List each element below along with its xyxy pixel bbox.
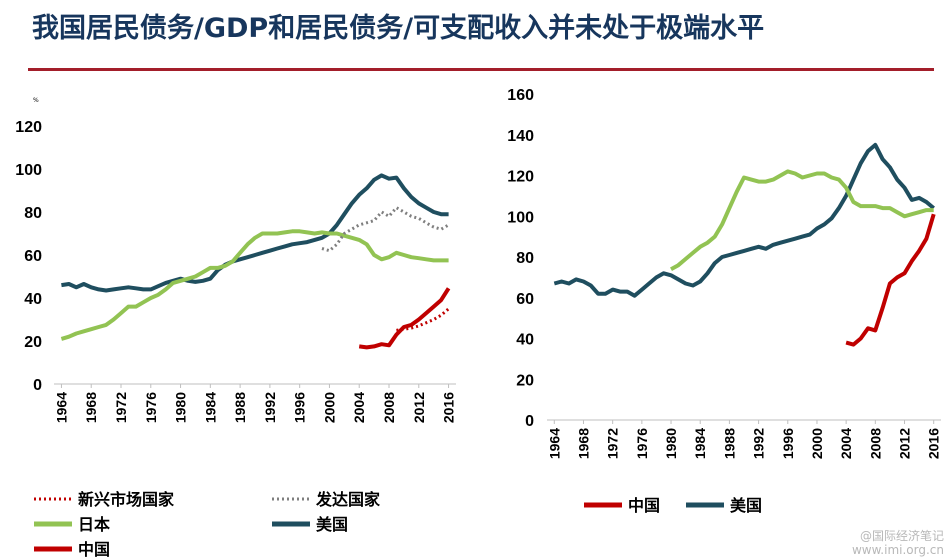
legend-label-中国: 中国 <box>78 540 110 559</box>
y-tick-label: 120 <box>507 169 534 186</box>
watermark-url: www.imi.org.cn <box>851 543 944 557</box>
series-line-日本 <box>60 229 449 341</box>
x-tick-label: 2004 <box>838 428 854 459</box>
y-tick-label: 40 <box>24 291 42 308</box>
x-tick-label: 1980 <box>173 392 189 423</box>
y-tick-label: 160 <box>507 87 534 104</box>
y-tick-label: 80 <box>24 205 42 222</box>
y-tick-label: 140 <box>507 128 534 145</box>
x-tick-label: 2008 <box>381 392 397 423</box>
legend-label-中国: 中国 <box>628 496 660 515</box>
watermark-handle: @国际经济笔记 <box>859 529 944 543</box>
x-tick-label: 1972 <box>605 428 621 459</box>
x-tick-label: 1968 <box>575 428 591 459</box>
x-tick-label: 1964 <box>53 392 69 423</box>
x-tick-label: 2012 <box>897 428 913 459</box>
x-tick-label: 1964 <box>546 428 562 459</box>
series-line-美国 <box>553 142 935 298</box>
chart-household-debt-income: 0 20 40 60 80 100 120 140 160 1964 1968 1972 1976 198… <box>507 87 942 515</box>
x-tick-label: 1972 <box>113 392 129 423</box>
x-tick-label: 1976 <box>634 428 650 459</box>
x-tick-label: 2004 <box>351 392 367 423</box>
x-tick-label: 2016 <box>441 392 457 423</box>
y-tick-label: 80 <box>516 250 534 267</box>
x-tick-label: 1968 <box>83 392 99 423</box>
legend-label-日本: 日本 <box>78 515 110 534</box>
y-tick-label: 60 <box>24 248 42 265</box>
series-line-发达国家 <box>321 206 450 253</box>
y-tick-label: 0 <box>525 413 534 430</box>
series-line-新兴市场国家 <box>396 307 450 332</box>
y-tick-label: 120 <box>15 119 42 136</box>
x-tick-label: 1992 <box>751 428 767 459</box>
legend-label-美国: 美国 <box>316 515 348 534</box>
x-tick-label: 1996 <box>292 392 308 423</box>
series-line-日本 <box>670 169 934 271</box>
legend-label-发达国家: 发达国家 <box>315 490 381 509</box>
chart-household-debt-gdp: 0 20 40 60 80 100 120% 1964 1968 1972 1976 1980 1984… <box>15 97 457 559</box>
y-tick-label: 100 <box>15 162 42 179</box>
x-tick-label: 2000 <box>809 428 825 459</box>
y-tick-label: 20 <box>24 334 42 351</box>
y-tick-label: 0 <box>33 377 42 394</box>
x-tick-label: 1984 <box>692 428 708 459</box>
page-title: 我国居民债务/GDP和居民债务/可支配收入并未处于极端水平 <box>32 13 765 44</box>
legend-label-美国: 美国 <box>730 496 762 515</box>
x-tick-label: 1988 <box>232 392 248 423</box>
series-line-美国 <box>61 173 449 293</box>
y-tick-label: 40 <box>516 332 534 349</box>
y-tick-label: 20 <box>516 372 534 389</box>
x-tick-label: 1992 <box>262 392 278 423</box>
title-divider <box>28 68 934 71</box>
y-unit-mark: % <box>33 97 39 104</box>
series-line-中国 <box>845 213 936 347</box>
y-tick-label: 60 <box>516 291 534 308</box>
x-tick-label: 1984 <box>202 392 218 423</box>
x-tick-label: 2016 <box>926 428 942 459</box>
x-tick-label: 2000 <box>321 392 337 423</box>
x-tick-label: 1976 <box>143 392 159 423</box>
x-tick-label: 1988 <box>721 428 737 459</box>
legend-label-新兴市场国家: 新兴市场国家 <box>78 490 175 509</box>
x-tick-label: 2012 <box>411 392 427 423</box>
x-tick-label: 1996 <box>780 428 796 459</box>
x-tick-label: 2008 <box>867 428 883 459</box>
x-tick-label: 1980 <box>663 428 679 459</box>
watermark: @国际经济笔记 www.imi.org.cn <box>852 529 944 557</box>
y-tick-label: 100 <box>507 209 534 226</box>
series-line-中国 <box>358 287 451 350</box>
